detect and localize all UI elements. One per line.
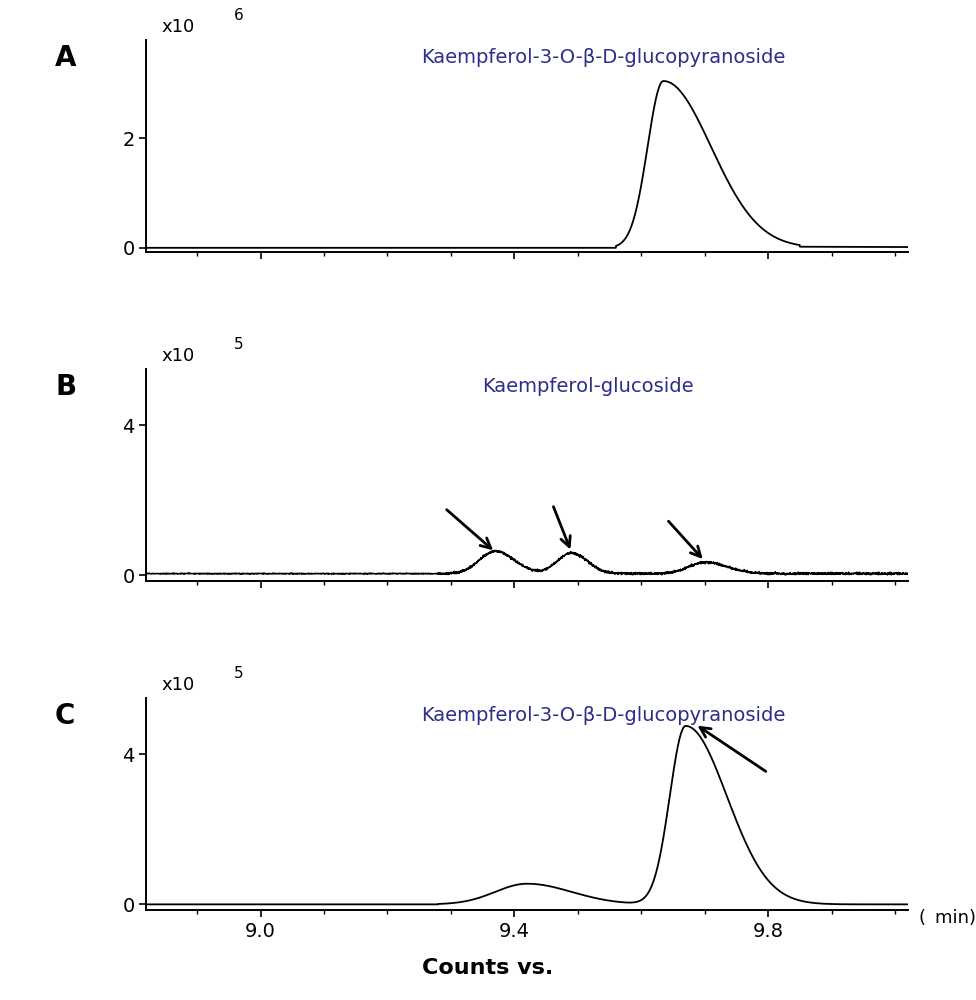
- Text: x10: x10: [162, 347, 195, 365]
- Text: x10: x10: [162, 676, 195, 694]
- Text: Kaempferol-glucoside: Kaempferol-glucoside: [482, 377, 694, 396]
- Text: Kaempferol-3-O-β-D-glucopyranoside: Kaempferol-3-O-β-D-glucopyranoside: [421, 48, 786, 67]
- Text: B: B: [55, 373, 76, 401]
- Text: 5: 5: [234, 337, 244, 352]
- Text: C: C: [55, 702, 75, 730]
- Text: 6: 6: [234, 8, 244, 23]
- Text: x10: x10: [162, 18, 195, 36]
- Text: 5: 5: [234, 666, 244, 681]
- Text: Kaempferol-3-O-β-D-glucopyranoside: Kaempferol-3-O-β-D-glucopyranoside: [421, 706, 786, 725]
- Text: ( min): ( min): [919, 909, 976, 927]
- Text: Counts vs.: Counts vs.: [423, 958, 553, 978]
- Text: A: A: [55, 44, 76, 72]
